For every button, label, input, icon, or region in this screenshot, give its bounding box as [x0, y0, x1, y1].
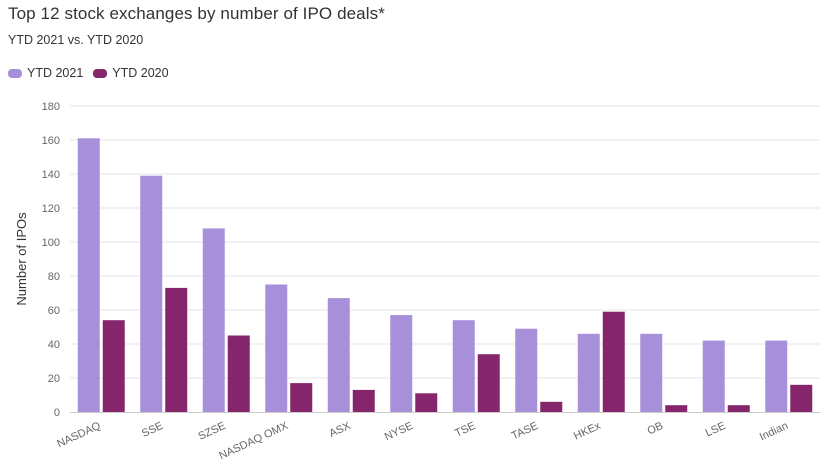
- y-axis-title: Number of IPOs: [14, 212, 29, 306]
- chart-title: Top 12 stock exchanges by number of IPO …: [8, 4, 385, 23]
- x-tick-label: OB: [646, 420, 665, 438]
- bar-ytd-2021-indian[interactable]: [765, 340, 788, 412]
- y-tick-label: 60: [48, 305, 60, 317]
- bar-ytd-2020-nasdaq[interactable]: [102, 320, 125, 412]
- bar-ytd-2021-lse[interactable]: [702, 340, 725, 412]
- bar-ytd-2020-sse[interactable]: [165, 287, 188, 412]
- bar-ytd-2021-tase[interactable]: [515, 328, 538, 412]
- bar-ytd-2020-tase[interactable]: [540, 401, 563, 412]
- bar-ytd-2021-sse[interactable]: [140, 175, 163, 412]
- bar-ytd-2021-nyse[interactable]: [390, 315, 413, 412]
- y-tick-label: 40: [48, 339, 60, 351]
- y-tick-label: 80: [48, 271, 60, 283]
- bar-ytd-2020-lse[interactable]: [727, 405, 750, 412]
- legend-swatch-ytd-2020: [93, 68, 108, 78]
- x-tick-label: TASE: [510, 420, 540, 443]
- y-tick-label: 180: [42, 101, 60, 113]
- x-tick-label: Indian: [758, 420, 790, 444]
- x-tick-label: LSE: [704, 420, 728, 440]
- bar-ytd-2021-nasdaq-omx[interactable]: [265, 284, 288, 413]
- y-tick-label: 120: [42, 203, 60, 215]
- legend-item-ytd-2021[interactable]: YTD 2021: [8, 66, 83, 80]
- bar-ytd-2021-ob[interactable]: [640, 333, 663, 412]
- bar-ytd-2021-nasdaq[interactable]: [77, 138, 100, 413]
- y-tick-label: 100: [42, 237, 60, 249]
- bar-ytd-2020-hkex[interactable]: [602, 311, 625, 412]
- legend: YTD 2021 YTD 2020: [8, 66, 179, 80]
- legend-item-ytd-2020[interactable]: YTD 2020: [93, 66, 169, 80]
- x-tick-label: ASX: [327, 420, 353, 440]
- legend-label-ytd-2021: YTD 2021: [27, 66, 84, 80]
- gridlines: [70, 105, 820, 379]
- x-tick-label: HKEx: [572, 420, 603, 443]
- bar-ytd-2021-asx[interactable]: [327, 298, 350, 412]
- x-tick-label: NASDAQ OMX: [217, 420, 290, 463]
- bar-ytd-2020-nyse[interactable]: [415, 393, 438, 412]
- bar-ytd-2020-ob[interactable]: [665, 405, 688, 412]
- y-tick-label: 160: [42, 135, 60, 147]
- bar-ytd-2020-nasdaq-omx[interactable]: [290, 383, 313, 412]
- x-tick-label: TSE: [453, 420, 477, 440]
- bar-ytd-2020-indian[interactable]: [790, 384, 813, 412]
- bars: [77, 138, 813, 413]
- legend-label-ytd-2020: YTD 2020: [112, 66, 169, 80]
- y-tick-label: 0: [54, 407, 60, 419]
- y-axis-ticks: 0 20 40 60 80 100 120 140 160 180: [42, 101, 60, 419]
- bar-ytd-2021-hkex[interactable]: [577, 333, 600, 412]
- y-tick-label: 140: [42, 169, 60, 181]
- x-tick-label: SSE: [140, 420, 165, 440]
- bar-ytd-2021-szse[interactable]: [202, 228, 225, 412]
- x-tick-label: NASDAQ: [55, 420, 103, 451]
- bar-ytd-2021-tse[interactable]: [452, 320, 475, 412]
- bar-ytd-2020-szse[interactable]: [227, 335, 250, 413]
- x-tick-label: SZSE: [196, 420, 227, 443]
- y-tick-label: 20: [48, 373, 60, 385]
- legend-swatch-ytd-2021: [8, 68, 22, 78]
- bar-ytd-2020-asx[interactable]: [352, 389, 375, 412]
- bar-ytd-2020-tse[interactable]: [477, 354, 500, 412]
- x-tick-label: NYSE: [383, 420, 415, 444]
- chart-subtitle: YTD 2021 vs. YTD 2020: [8, 33, 144, 47]
